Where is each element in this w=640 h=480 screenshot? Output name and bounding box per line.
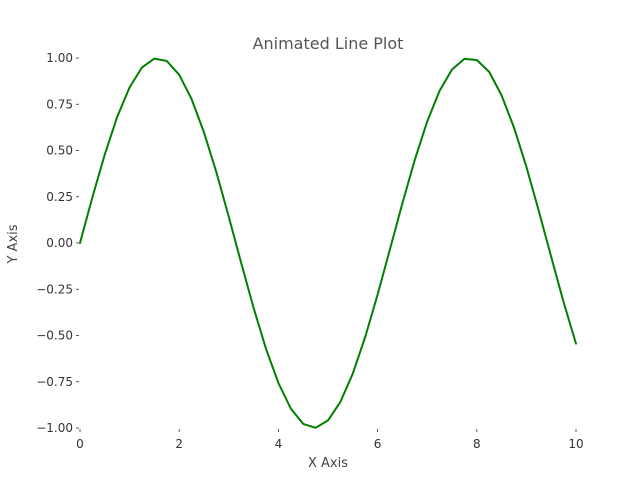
- y-tick-label: −0.25: [36, 282, 73, 296]
- x-tick-label: 10: [568, 437, 583, 451]
- y-axis-label: Y Axis: [6, 224, 21, 264]
- x-tick-label: 0: [76, 437, 84, 451]
- y-tick-label: 1.00: [46, 51, 73, 65]
- series-line: [79, 57, 577, 429]
- x-tick-label: 6: [374, 437, 382, 451]
- y-axis: 1.00 0.75 0.50 0.25 0.00 −0.25 −0.50 −0.75 −1.00: [36, 51, 79, 435]
- x-tick-label: 8: [473, 437, 481, 451]
- x-axis: 0 2 4 6 8 10: [76, 429, 584, 451]
- x-tick-label: 4: [275, 437, 283, 451]
- y-tick-label: 0.75: [46, 97, 73, 111]
- plot-area: [79, 57, 577, 429]
- y-tick-label: −0.75: [36, 375, 73, 389]
- chart-title: Animated Line Plot: [253, 34, 404, 53]
- x-axis-label: X Axis: [308, 456, 348, 471]
- y-tick-label: −0.50: [36, 329, 73, 343]
- y-tick-label: 0.25: [46, 190, 73, 204]
- y-tick-label: −1.00: [36, 421, 73, 435]
- y-tick-label: 0.00: [46, 236, 73, 250]
- x-tick-label: 2: [175, 437, 183, 451]
- y-tick-label: 0.50: [46, 144, 73, 158]
